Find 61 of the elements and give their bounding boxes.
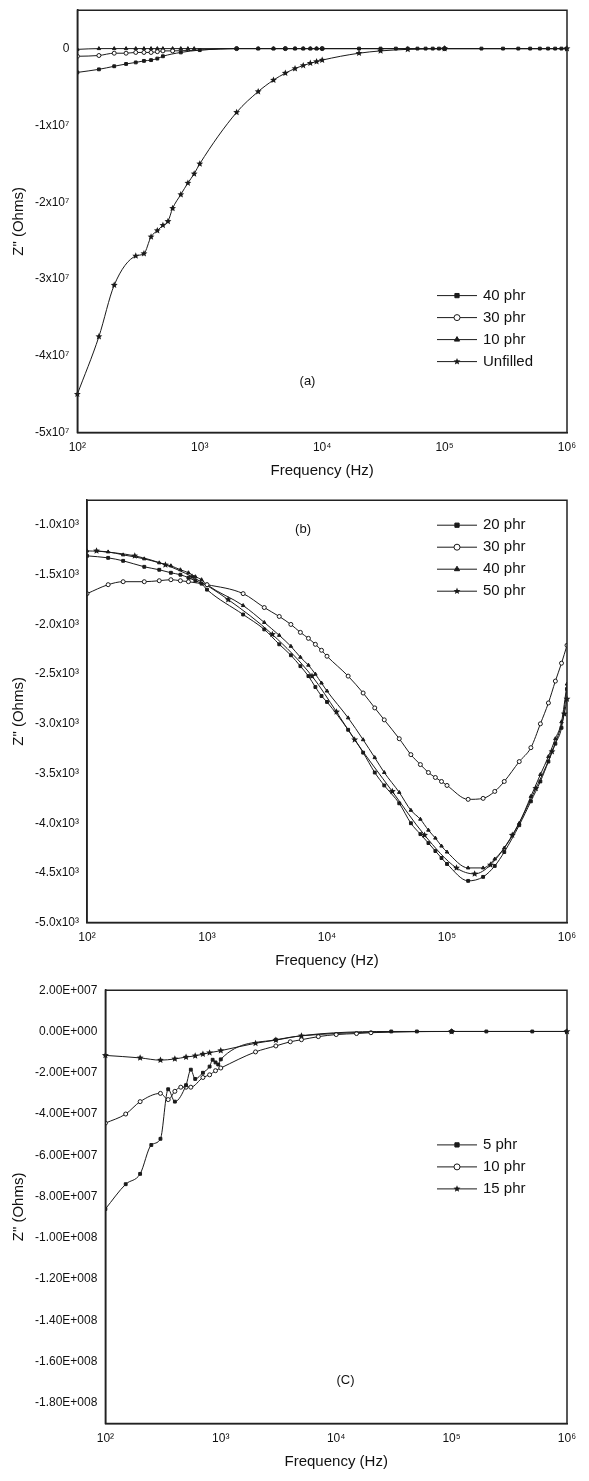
x-tick-label: 10⁴ [312, 440, 332, 455]
x-tick-label: 10³ [212, 1431, 230, 1446]
y-tick-label: -1x10⁷ [35, 117, 70, 132]
y-tick-label: -4.5x10³ [34, 865, 80, 880]
y-tick-label: -2.5x10³ [34, 666, 80, 681]
legend-label: 10 phr [483, 329, 526, 347]
annotation: (C) [336, 1371, 355, 1387]
legend-label: 40 phr [483, 559, 526, 577]
x-axis-title: Frequency (Hz) [275, 951, 379, 969]
y-tick-label: -1.00E+008 [34, 1230, 98, 1245]
x-tick-label: 10⁵ [442, 1431, 461, 1446]
y-tick-label: -6.00E+007 [34, 1147, 98, 1162]
x-tick-label: 10⁵ [435, 440, 454, 455]
legend-label: 30 phr [483, 537, 526, 555]
legend-label: 15 phr [483, 1179, 526, 1197]
legend-label: 40 phr [483, 285, 526, 303]
legend-label: 50 phr [483, 581, 526, 599]
x-tick-label: 10⁴ [326, 1431, 346, 1446]
legend-label: Unfilled [483, 351, 534, 369]
annotation: (b) [295, 521, 311, 537]
y-tick-label: 0.00E+000 [38, 1023, 98, 1038]
y-tick-label: -1.80E+008 [34, 1395, 98, 1410]
y-tick-label: -4.0x10³ [34, 815, 80, 830]
y-tick-label: 0 [62, 40, 70, 55]
x-tick-label: 10⁶ [557, 930, 577, 945]
annotation: (a) [299, 373, 316, 389]
legend-label: 5 phr [483, 1135, 518, 1153]
legend-label: 20 phr [483, 515, 526, 533]
legend-label: 10 phr [483, 1157, 526, 1175]
x-tick-label: 10³ [198, 930, 216, 945]
y-tick-label: -1.60E+008 [34, 1354, 98, 1368]
x-axis-title: Frequency (Hz) [270, 461, 374, 479]
y-tick-label: -4.00E+007 [34, 1106, 98, 1121]
y-tick-label: -5x10⁷ [35, 424, 70, 439]
x-tick-label: 10² [96, 1431, 115, 1446]
x-tick-label: 10⁶ [557, 1431, 577, 1446]
y-axis-title: Z" (Ohms) [9, 187, 27, 256]
y-tick-label: -3.5x10³ [34, 765, 80, 780]
y-tick-label: -5.0x10³ [34, 914, 80, 929]
y-tick-label: -1.0x10³ [34, 517, 80, 532]
x-tick-label: 10² [68, 440, 87, 455]
y-tick-label: -1.40E+008 [34, 1312, 98, 1327]
y-axis-title: Z" (Ohms) [9, 677, 27, 746]
x-tick-label: 10⁶ [557, 440, 577, 455]
legend-label: 30 phr [483, 307, 526, 325]
x-tick-label: 10⁴ [317, 930, 337, 945]
y-tick-label: -1.20E+008 [34, 1271, 98, 1286]
x-tick-label: 10⁵ [437, 930, 457, 945]
x-axis-title: Frequency (Hz) [284, 1452, 388, 1470]
x-tick-label: 10³ [191, 440, 209, 455]
y-tick-label: -2.00E+007 [34, 1065, 98, 1080]
y-tick-label: -1.5x10³ [34, 567, 80, 582]
y-tick-label: -3x10⁷ [35, 271, 70, 286]
y-tick-label: -3.0x10³ [34, 716, 80, 731]
y-tick-label: 2.00E+007 [38, 982, 98, 997]
y-axis-title: Z" (Ohms) [9, 1172, 27, 1242]
x-tick-label: 10² [78, 930, 96, 945]
y-tick-label: -2x10⁷ [35, 194, 70, 209]
y-tick-label: -2.0x10³ [34, 616, 80, 631]
y-tick-label: -4x10⁷ [35, 348, 70, 363]
y-tick-label: -8.00E+007 [34, 1188, 98, 1203]
